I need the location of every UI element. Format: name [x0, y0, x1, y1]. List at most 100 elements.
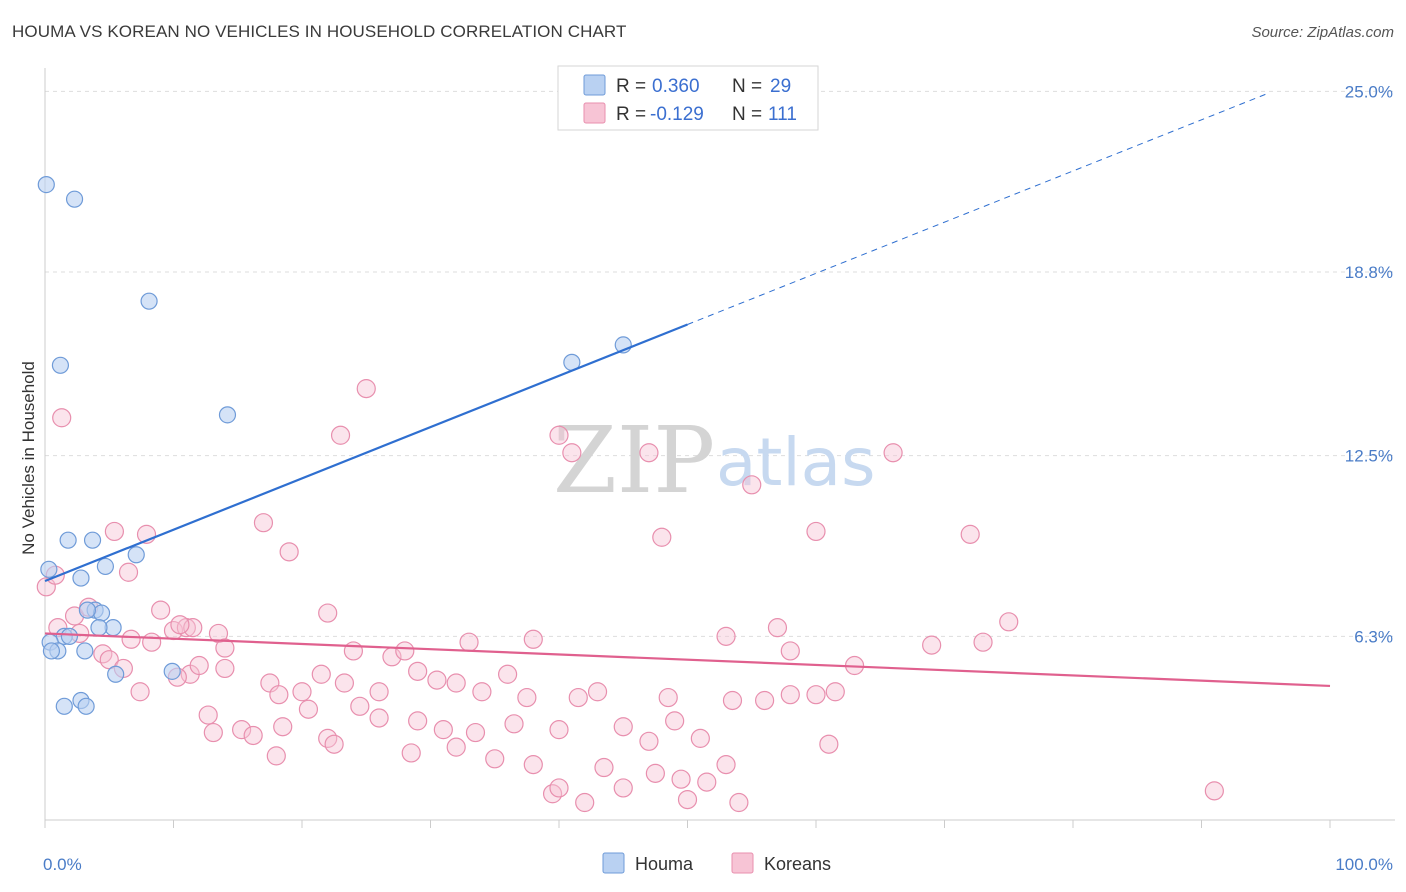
- korean-point: [350, 696, 370, 716]
- houma-point: [127, 546, 145, 564]
- korean-point: [408, 661, 428, 681]
- korean-point: [806, 685, 826, 705]
- korean-point: [562, 443, 582, 463]
- legend-r-value-koreans: -0.129: [650, 104, 704, 125]
- houma-point: [65, 190, 84, 208]
- korean-point: [142, 632, 162, 652]
- korean-point: [292, 682, 312, 702]
- korean-point: [369, 708, 389, 728]
- stats-legend: R = 0.360 N = 29 R = -0.129 N = 111: [557, 65, 819, 131]
- legend-n-label-koreans: N =: [732, 104, 762, 125]
- korean-point: [549, 425, 569, 445]
- korean-point: [298, 699, 319, 719]
- legend-r-label-houma: R =: [616, 76, 646, 97]
- trend-lines: [44, 93, 1331, 688]
- korean-point: [517, 687, 537, 708]
- korean-point: [395, 641, 415, 661]
- houma-point: [55, 697, 73, 715]
- korean-point: [273, 717, 293, 737]
- houma-point: [59, 531, 77, 549]
- korean-point: [639, 443, 659, 463]
- y-axis-title: No Vehicles in Household: [19, 361, 38, 555]
- korean-point: [269, 685, 289, 705]
- korean-point: [677, 789, 698, 810]
- korean-point: [253, 513, 274, 533]
- houma-point: [72, 569, 90, 587]
- korean-point: [549, 778, 569, 798]
- houma-point: [78, 601, 97, 619]
- korean-point: [780, 685, 800, 705]
- korean-point: [575, 792, 595, 813]
- korean-point: [652, 527, 672, 547]
- korean-point: [960, 524, 980, 544]
- korean-point: [1204, 781, 1224, 801]
- korean-point: [523, 629, 543, 649]
- source-label: Source: ZipAtlas.com: [1251, 24, 1394, 41]
- legend-r-value-houma: 0.360: [652, 76, 700, 97]
- korean-point: [485, 749, 505, 769]
- korean-point: [819, 734, 839, 754]
- korean-point: [446, 673, 466, 693]
- korean-point: [369, 682, 389, 702]
- korean-point: [465, 722, 486, 743]
- korean-point: [472, 682, 492, 702]
- x-tick-label: 0.0%: [43, 855, 82, 874]
- korean-point: [729, 792, 749, 813]
- korean-point: [658, 687, 678, 708]
- houma-point: [77, 697, 95, 715]
- watermark-zip: ZIP: [553, 407, 715, 514]
- korean-point: [343, 641, 363, 661]
- watermark-atlas: atlas: [716, 424, 876, 501]
- legend-n-value-houma: 29: [770, 76, 791, 97]
- chart-title: HOUMA VS KOREAN NO VEHICLES IN HOUSEHOLD…: [12, 22, 627, 41]
- korean-point: [118, 562, 139, 582]
- korean-point: [232, 720, 252, 740]
- korean-point: [639, 731, 659, 751]
- korean-point: [498, 664, 518, 684]
- korean-point: [427, 670, 447, 690]
- korean-point: [121, 629, 141, 649]
- korean-point: [613, 778, 633, 798]
- korean-point: [401, 743, 421, 763]
- houma-point: [218, 406, 237, 424]
- korean-point: [203, 722, 223, 743]
- axes: [44, 68, 1395, 828]
- korean-point: [665, 711, 685, 731]
- houma-point: [42, 642, 61, 660]
- korean-point: [806, 521, 826, 542]
- legend-n-value-koreans: 111: [768, 104, 797, 125]
- houma-point: [76, 642, 94, 660]
- watermark: ZIP atlas: [553, 407, 876, 514]
- legend-swatch-koreans: [583, 102, 606, 124]
- legend-n-label-houma: N =: [732, 76, 762, 97]
- korean-point: [151, 600, 171, 620]
- korean-point: [279, 542, 299, 562]
- korean-point: [671, 769, 691, 789]
- y-tick-label: 12.5%: [1345, 447, 1393, 466]
- houma-point: [96, 557, 114, 576]
- houma-point: [40, 560, 58, 578]
- korean-point: [170, 615, 190, 635]
- korean-point: [433, 720, 453, 740]
- korean-point: [587, 682, 608, 702]
- korean-point: [697, 772, 717, 792]
- korean-point: [130, 682, 150, 702]
- korean-point: [266, 746, 286, 766]
- series-legend: Houma Koreans: [602, 852, 831, 874]
- korean-point: [215, 638, 235, 658]
- houma-trend-line: [44, 323, 688, 583]
- korean-point: [318, 603, 338, 623]
- korean-point: [716, 626, 736, 646]
- houma-point: [51, 356, 70, 374]
- korean-point: [742, 475, 762, 495]
- x-tick-label: 100.0%: [1335, 855, 1393, 874]
- korean-point: [311, 664, 331, 684]
- korean-point: [189, 655, 209, 676]
- korean-point: [52, 408, 72, 428]
- grid-lines: [45, 90, 1395, 637]
- houma-point: [107, 665, 125, 683]
- korean-point: [215, 658, 235, 679]
- legend-r-label-koreans: R =: [616, 104, 646, 125]
- korean-point: [549, 720, 569, 740]
- houma-points: [37, 175, 632, 715]
